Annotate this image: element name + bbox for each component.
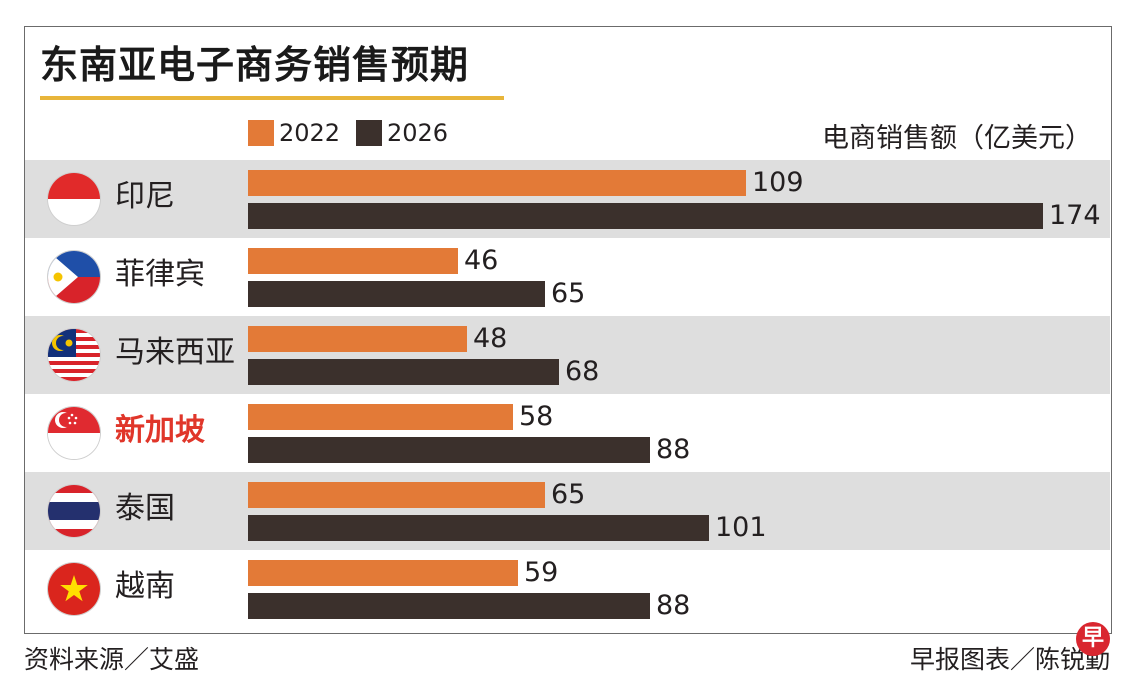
value-label-2026: 174 [1049,200,1101,231]
bar-2022 [248,482,545,508]
flag-icon [48,407,100,459]
bar-2026 [248,515,709,541]
value-label-2026: 101 [715,512,767,543]
legend-swatch-2022 [248,120,274,146]
value-label-2026: 65 [551,278,586,309]
bar-2022 [248,404,513,430]
legend-item-2026: 2026 [356,118,448,148]
value-label-2026: 88 [656,434,691,465]
bar-2022 [248,170,746,196]
value-label-2026: 68 [565,356,600,387]
flag-icon [48,173,100,225]
bar-2026 [248,437,650,463]
category-label: 印尼 [115,179,175,214]
legend-label-2022: 2022 [279,119,341,147]
bar-2022 [248,326,467,352]
chart-title: 东南亚电子商务销售预期 [40,43,470,87]
category-label: 马来西亚 [115,335,235,370]
source-text: 资料来源／艾盛 [24,645,200,674]
value-label-2026: 88 [656,590,691,621]
category-row [25,316,1110,394]
flag-icon [48,563,100,615]
category-label: 越南 [115,569,175,604]
title-underline [40,96,504,100]
value-label-2022: 48 [473,323,508,354]
value-label-2022: 46 [464,245,499,276]
legend-swatch-2026 [356,120,382,146]
flag-icon [48,251,100,303]
bar-2026 [248,203,1043,229]
flag-icon [48,329,100,381]
category-label: 泰国 [115,491,175,526]
value-label-2022: 65 [551,479,586,510]
value-label-2022: 59 [524,557,559,588]
unit-label: 电商销售额（亿美元） [822,123,1092,154]
bar-2022 [248,560,518,586]
bar-2022 [248,248,458,274]
value-label-2022: 109 [752,167,804,198]
legend-label-2026: 2026 [387,119,449,147]
category-label: 菲律宾 [115,257,205,292]
category-label: 新加坡 [115,413,205,448]
value-label-2022: 58 [519,401,554,432]
flag-icon [48,485,100,537]
bar-2026 [248,281,545,307]
bar-2026 [248,593,650,619]
credit-text: 早报图表／陈锐勤 [909,645,1110,674]
zaobao-logo: 早 [1076,622,1110,656]
bar-2026 [248,359,559,385]
legend-item-2022: 2022 [248,118,340,148]
